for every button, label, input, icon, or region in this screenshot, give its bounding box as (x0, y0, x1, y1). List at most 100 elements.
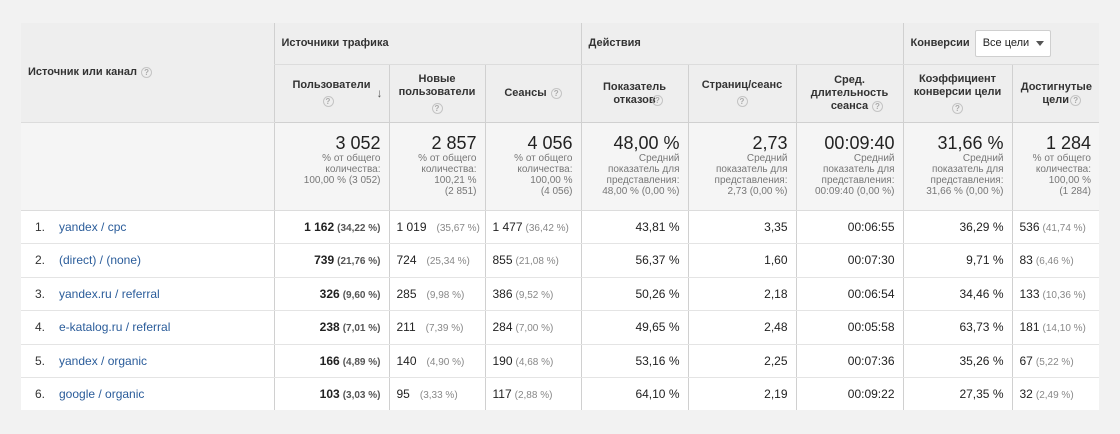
new-users-cell: 285 (9,98 %) (388, 277, 485, 311)
total-sub-line: представления: (714, 174, 788, 186)
col-goal-completions-label: Достигнутые цели (1020, 80, 1092, 106)
sessions-cell: 386 (9,52 %) (484, 277, 581, 311)
help-icon[interactable]: ? (431, 102, 443, 114)
table-row: 5. yandex / organic 166 (4,89 %) 140 (4,90 %)… (21, 344, 1099, 378)
goal-select-dropdown[interactable]: Все цели (974, 29, 1051, 57)
pages-per-session-cell: 2,19 (687, 377, 796, 410)
sessions-value: 1 477 (492, 219, 523, 234)
help-icon[interactable]: ? (872, 101, 883, 112)
avg-session-duration-cell: 00:07:30 (795, 243, 903, 278)
help-icon[interactable]: ? (141, 66, 153, 78)
total-pages-per-session: 2,73 Средний показатель для представления: 2… (687, 122, 796, 211)
goal-conversion-rate-cell: 35,26 % (902, 344, 1012, 378)
pages-per-session-cell: 1,60 (687, 243, 796, 278)
goal-completions-value: 181 (1019, 320, 1040, 335)
totals-row: 3 052% от общего количества: 100,00 % (3 0… (21, 122, 1099, 211)
source-link[interactable]: e-katalog.ru / referral (59, 320, 171, 335)
total-sub-line: 100,00 % (3 052) (303, 174, 381, 186)
goal-completions-percent: (10,36 %) (1042, 289, 1086, 301)
source-cell: 5. yandex / organic (21, 344, 274, 378)
col-sessions[interactable]: Сеансы ? (484, 64, 581, 123)
row-index: 4. (35, 320, 46, 335)
total-sub-line: 31,66 % (0,00 %) (926, 185, 1004, 197)
total-sub-line: представления: (930, 174, 1004, 186)
row-index: 1. (35, 219, 46, 234)
source-link[interactable]: yandex / cpc (59, 219, 127, 234)
users-cell: 166 (4,89 %) (273, 344, 389, 378)
pages-per-session-cell: 3,35 (687, 210, 796, 244)
help-icon[interactable]: ? (952, 102, 963, 114)
totals-label-cell (21, 122, 274, 211)
users-percent: (7,01 %) (342, 323, 381, 335)
total-value: 2,73 (752, 132, 788, 153)
total-sub-line: показатель для (607, 163, 680, 175)
group-conversions: Конверсии Все цели (902, 23, 1099, 65)
source-link[interactable]: google / organic (59, 387, 145, 402)
new-users-value: 140 (396, 353, 417, 368)
avg-session-duration-cell: 00:09:22 (795, 377, 903, 410)
help-icon[interactable]: ? (736, 96, 748, 107)
goal-completions-value: 32 (1019, 387, 1033, 402)
total-sub-line: 00:09:40 (0,00 %) (815, 185, 895, 197)
col-pages-per-session[interactable]: Страниц/сеанс ? (687, 64, 796, 123)
bounce-rate-cell: 50,26 % (580, 277, 688, 311)
col-new-users[interactable]: Новые пользователи ? (388, 64, 485, 123)
total-sub-line: Средний (853, 152, 895, 164)
users-cell: 326 (9,60 %) (273, 277, 389, 311)
source-link[interactable]: yandex / organic (59, 353, 148, 368)
row-index: 2. (35, 253, 46, 268)
sessions-value: 284 (492, 320, 513, 335)
table-row: 6. google / organic 103 (3,03 %) 95 (3,33 %) 1… (21, 377, 1099, 410)
total-sub-line: представления: (821, 174, 895, 186)
goal-completions-cell: 67 (5,22 %) (1011, 344, 1099, 378)
pages-per-session-cell: 2,48 (687, 310, 796, 345)
sessions-cell: 117 (2,88 %) (484, 377, 581, 410)
total-value: 1 284 (1045, 132, 1091, 153)
help-icon[interactable]: ? (1070, 94, 1082, 106)
total-sub-line: количества: (421, 163, 477, 175)
sort-desc-icon[interactable]: ↓ (376, 86, 383, 100)
total-sub-line: 48,00 % (0,00 %) (602, 185, 680, 197)
goal-completions-percent: (2,49 %) (1035, 390, 1074, 402)
col-bounce-rate[interactable]: Показатель отказов ? (580, 64, 688, 123)
new-users-cell: 140 (4,90 %) (388, 344, 485, 378)
source-cell: 3. yandex.ru / referral (21, 277, 274, 311)
total-value: 00:09:40 (824, 132, 895, 153)
new-users-percent: (3,33 %) (419, 390, 458, 402)
goal-conversion-rate-cell: 9,71 % (902, 243, 1012, 278)
help-icon[interactable]: ? (322, 96, 334, 107)
source-cell: 1. yandex / cpc (21, 210, 274, 244)
goal-conversion-rate-cell: 63,73 % (902, 310, 1012, 345)
users-percent: (21,76 %) (337, 256, 381, 268)
total-sub-line: % от общего (418, 152, 477, 164)
help-icon[interactable]: ? (550, 87, 562, 99)
source-cell: 4. e-katalog.ru / referral (21, 310, 274, 345)
total-sub-line: % от общего (1032, 152, 1091, 164)
table-row: 3. yandex.ru / referral 326 (9,60 %) 285 (9,9… (21, 277, 1099, 311)
col-users[interactable]: Пользователи ? ↓ (273, 64, 389, 123)
col-bounce-rate-label: Показатель отказов (602, 80, 667, 106)
col-goal-completions[interactable]: Достигнутые цели ? (1011, 64, 1099, 123)
sessions-percent: (2,88 %) (514, 390, 553, 402)
source-link[interactable]: (direct) / (none) (59, 253, 142, 268)
bounce-rate-cell: 43,81 % (580, 210, 688, 244)
table-row: 4. e-katalog.ru / referral 238 (7,01 %) 211 (… (21, 310, 1099, 345)
goal-select-value: Все цели (982, 37, 1030, 50)
col-goal-conversion-rate-label: Коэффициент конверсии цели (913, 72, 1002, 98)
col-avg-session-duration[interactable]: Сред. длительность сеанса ? (795, 64, 903, 123)
total-sub-line: количества: (325, 163, 381, 175)
total-new-users: 2 857% от общего количества: 100,21 % (2 85… (388, 122, 485, 211)
col-goal-conversion-rate[interactable]: Коэффициент конверсии цели ? (902, 64, 1012, 123)
bounce-rate-cell: 53,16 % (580, 344, 688, 378)
total-sub-line: показатель для (931, 163, 1004, 175)
users-percent: (4,89 %) (342, 356, 381, 368)
dimension-header[interactable]: Источник или канал? (21, 23, 274, 123)
goal-conversion-rate-cell: 36,29 % (902, 210, 1012, 244)
goal-completions-cell: 181 (14,10 %) (1011, 310, 1099, 345)
new-users-cell: 1 019 (35,67 %) (388, 210, 485, 244)
users-percent: (34,22 %) (337, 222, 381, 234)
total-sub-line: 100,00 % (1048, 174, 1091, 186)
source-link[interactable]: yandex.ru / referral (59, 286, 160, 301)
users-value: 238 (319, 320, 340, 335)
help-icon[interactable]: ? (652, 94, 663, 106)
